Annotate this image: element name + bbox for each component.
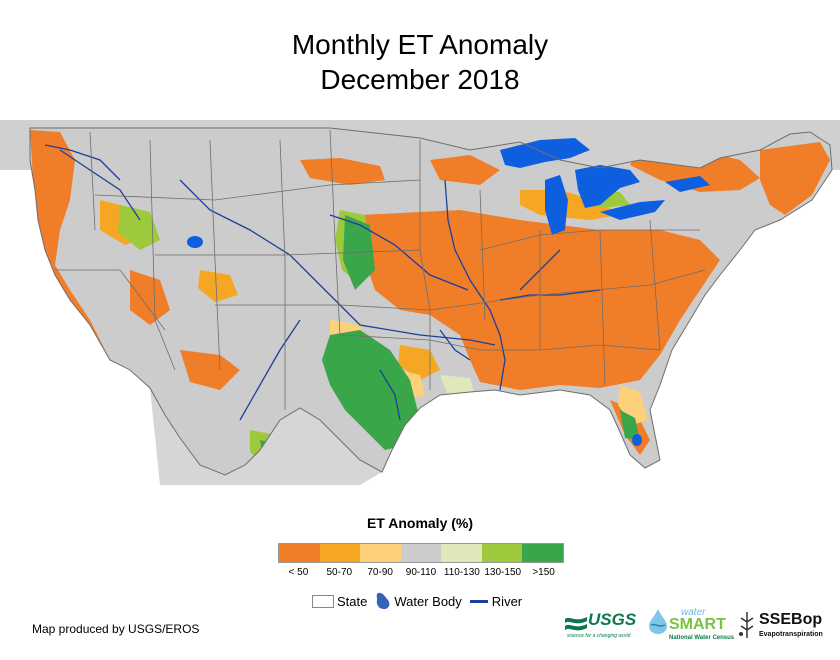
legend-title: ET Anomaly (%) [366, 515, 474, 531]
river-line-icon [469, 599, 488, 603]
watersmart-top-text: water [681, 607, 706, 618]
et-anomaly-map [0, 120, 840, 485]
legend-color-bar [278, 543, 564, 563]
usgs-logo-text: USGS [588, 610, 637, 629]
ssebop-logo: SSEBop Evapotranspiration [737, 607, 832, 647]
legend-swatch-4 [441, 544, 482, 562]
usgs-wave-icon [565, 617, 587, 631]
legend-state-label: State [337, 593, 368, 609]
rivers [44, 144, 601, 421]
legend-label-6: >150 [532, 567, 555, 578]
watersmart-main-text: SMART [669, 616, 726, 633]
logo-strip: USGS science for a changing world water … [565, 607, 835, 647]
legend-swatch-5 [481, 544, 523, 562]
evapotranspiration-icon [739, 612, 754, 638]
usgs-logo: USGS science for a changing world [565, 607, 640, 647]
legend-label-1: 50-70 [326, 567, 353, 578]
state-borders [55, 129, 706, 410]
legend-swatch-2 [360, 544, 401, 562]
legend-river-label: River [491, 593, 523, 609]
legend-swatch-1 [319, 544, 361, 562]
legend-swatch-3 [400, 544, 442, 562]
legend-state: State [312, 594, 367, 609]
watersmart-tagline: National Water Census [669, 635, 735, 641]
legend-swatch-0 [279, 544, 320, 562]
legend-label-0: < 50 [288, 567, 309, 578]
map-title-line-1: Monthly ET Anomaly [291, 29, 549, 60]
mexico-land [150, 388, 382, 485]
legend-label-2: 70-90 [367, 567, 393, 578]
state-swatch-icon [312, 594, 334, 608]
legend-label-4: 110-130 [443, 567, 480, 578]
map-title-line-2: December 2018 [320, 64, 520, 95]
legend-water-label: Water Body [394, 593, 462, 609]
legend-labels: < 50 50-70 70-90 90-110 110-130 130-150 >150 [278, 567, 564, 578]
legend-river: River [469, 593, 523, 609]
great-lakes [187, 138, 710, 446]
reference-legend: State Water Body River [312, 592, 530, 610]
water-drop-icon [649, 609, 667, 634]
usgs-tagline: science for a changing world [567, 633, 631, 639]
legend-water-body: Water Body [375, 592, 462, 610]
ssebop-tagline: Evapotranspiration [759, 631, 823, 638]
watersmart-logo: water SMART National Water Census [647, 607, 735, 647]
legend-label-5: 130-150 [484, 567, 522, 578]
water-body-icon [377, 592, 390, 609]
legend-label-3: 90-110 [405, 567, 437, 578]
credit-text: Map produced by USGS/EROS [32, 622, 200, 636]
legend-swatch-6 [522, 544, 564, 562]
ssebop-logo-text: SSEBop [759, 611, 823, 628]
